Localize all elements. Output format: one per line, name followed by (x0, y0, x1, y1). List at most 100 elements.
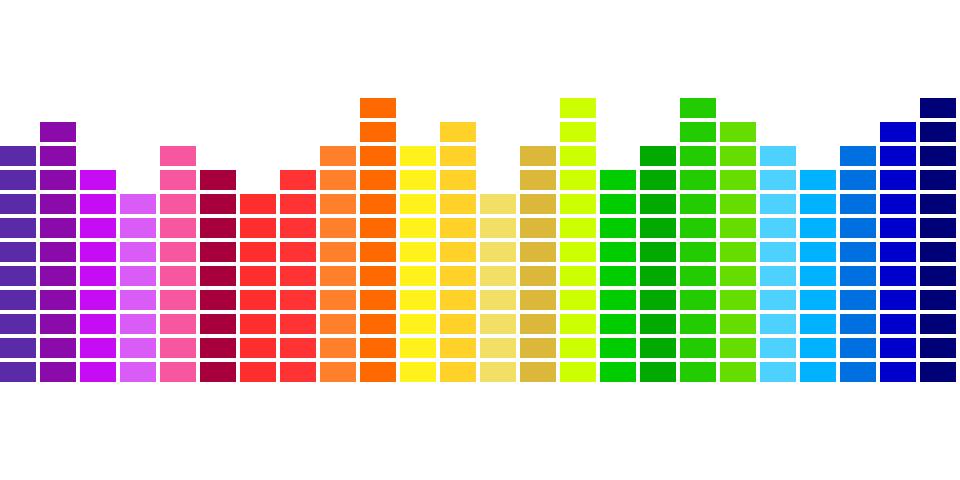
equalizer-column (560, 0, 596, 480)
equalizer-segment (680, 218, 716, 238)
equalizer-segment (760, 266, 796, 286)
equalizer-column (160, 0, 196, 480)
equalizer-segment (360, 242, 396, 262)
equalizer-segment (0, 170, 36, 190)
equalizer-segment (920, 146, 956, 166)
equalizer-segment (840, 194, 876, 214)
equalizer-segment (240, 338, 276, 358)
equalizer-segment (280, 170, 316, 190)
equalizer-segment (240, 290, 276, 310)
equalizer-segment (560, 122, 596, 142)
equalizer-segment (560, 218, 596, 238)
equalizer-column (680, 0, 716, 480)
equalizer-segment (360, 314, 396, 334)
equalizer-segment (360, 362, 396, 382)
equalizer-segment (880, 122, 916, 142)
equalizer-segment (720, 266, 756, 286)
equalizer-segment (800, 338, 836, 358)
equalizer-segment (160, 362, 196, 382)
equalizer-segment (840, 290, 876, 310)
equalizer-segment (800, 194, 836, 214)
equalizer-segment (600, 362, 636, 382)
equalizer-column (880, 0, 916, 480)
equalizer-segment (880, 290, 916, 310)
equalizer-segment (40, 290, 76, 310)
equalizer-column (920, 0, 956, 480)
equalizer-segment (680, 194, 716, 214)
equalizer-segment (600, 266, 636, 286)
equalizer-segment (240, 314, 276, 334)
equalizer-segment (440, 146, 476, 166)
equalizer-segment (80, 170, 116, 190)
equalizer-column (640, 0, 676, 480)
equalizer-segment (680, 314, 716, 334)
equalizer-segment (680, 146, 716, 166)
equalizer-segment (80, 266, 116, 286)
equalizer-segment (440, 194, 476, 214)
equalizer-segment (400, 314, 436, 334)
equalizer-segment (560, 194, 596, 214)
equalizer-segment (920, 242, 956, 262)
equalizer-segment (360, 122, 396, 142)
equalizer-segment (440, 314, 476, 334)
equalizer-segment (480, 242, 516, 262)
equalizer-segment (720, 170, 756, 190)
equalizer-segment (400, 146, 436, 166)
equalizer-segment (120, 362, 156, 382)
equalizer-segment (520, 146, 556, 166)
equalizer-segment (600, 314, 636, 334)
equalizer-segment (120, 266, 156, 286)
equalizer-segment (840, 362, 876, 382)
equalizer-segment (200, 362, 236, 382)
equalizer-segment (920, 362, 956, 382)
equalizer-segment (600, 290, 636, 310)
equalizer-segment (760, 242, 796, 262)
equalizer-segment (760, 146, 796, 166)
equalizer-segment (240, 362, 276, 382)
equalizer-segment (360, 218, 396, 238)
equalizer-segment (920, 266, 956, 286)
equalizer-segment (280, 218, 316, 238)
equalizer-segment (400, 194, 436, 214)
equalizer-segment (40, 266, 76, 286)
equalizer-segment (480, 218, 516, 238)
equalizer-segment (240, 266, 276, 286)
equalizer-segment (640, 362, 676, 382)
equalizer-segment (40, 338, 76, 358)
equalizer-segment (720, 122, 756, 142)
equalizer-segment (560, 266, 596, 286)
equalizer-column (120, 0, 156, 480)
equalizer-segment (680, 170, 716, 190)
equalizer-segment (160, 290, 196, 310)
equalizer-segment (280, 314, 316, 334)
equalizer-segment (560, 290, 596, 310)
equalizer-segment (720, 218, 756, 238)
equalizer-segment (280, 266, 316, 286)
equalizer-segment (80, 194, 116, 214)
equalizer-segment (520, 314, 556, 334)
equalizer-segment (680, 242, 716, 262)
equalizer-segment (760, 290, 796, 310)
equalizer-segment (40, 362, 76, 382)
equalizer-segment (680, 362, 716, 382)
equalizer-segment (200, 266, 236, 286)
equalizer-segment (0, 314, 36, 334)
equalizer-segment (920, 218, 956, 238)
equalizer-column (520, 0, 556, 480)
equalizer-segment (760, 362, 796, 382)
equalizer-segment (40, 314, 76, 334)
equalizer-segment (720, 242, 756, 262)
equalizer-segment (120, 338, 156, 358)
equalizer-segment (120, 290, 156, 310)
equalizer-segment (360, 338, 396, 358)
equalizer-segment (880, 146, 916, 166)
equalizer-column (400, 0, 436, 480)
equalizer-segment (760, 218, 796, 238)
equalizer-segment (520, 218, 556, 238)
equalizer-segment (280, 242, 316, 262)
equalizer-segment (320, 218, 356, 238)
equalizer-segment (360, 98, 396, 118)
equalizer-segment (640, 338, 676, 358)
equalizer-segment (280, 362, 316, 382)
equalizer-segment (440, 122, 476, 142)
